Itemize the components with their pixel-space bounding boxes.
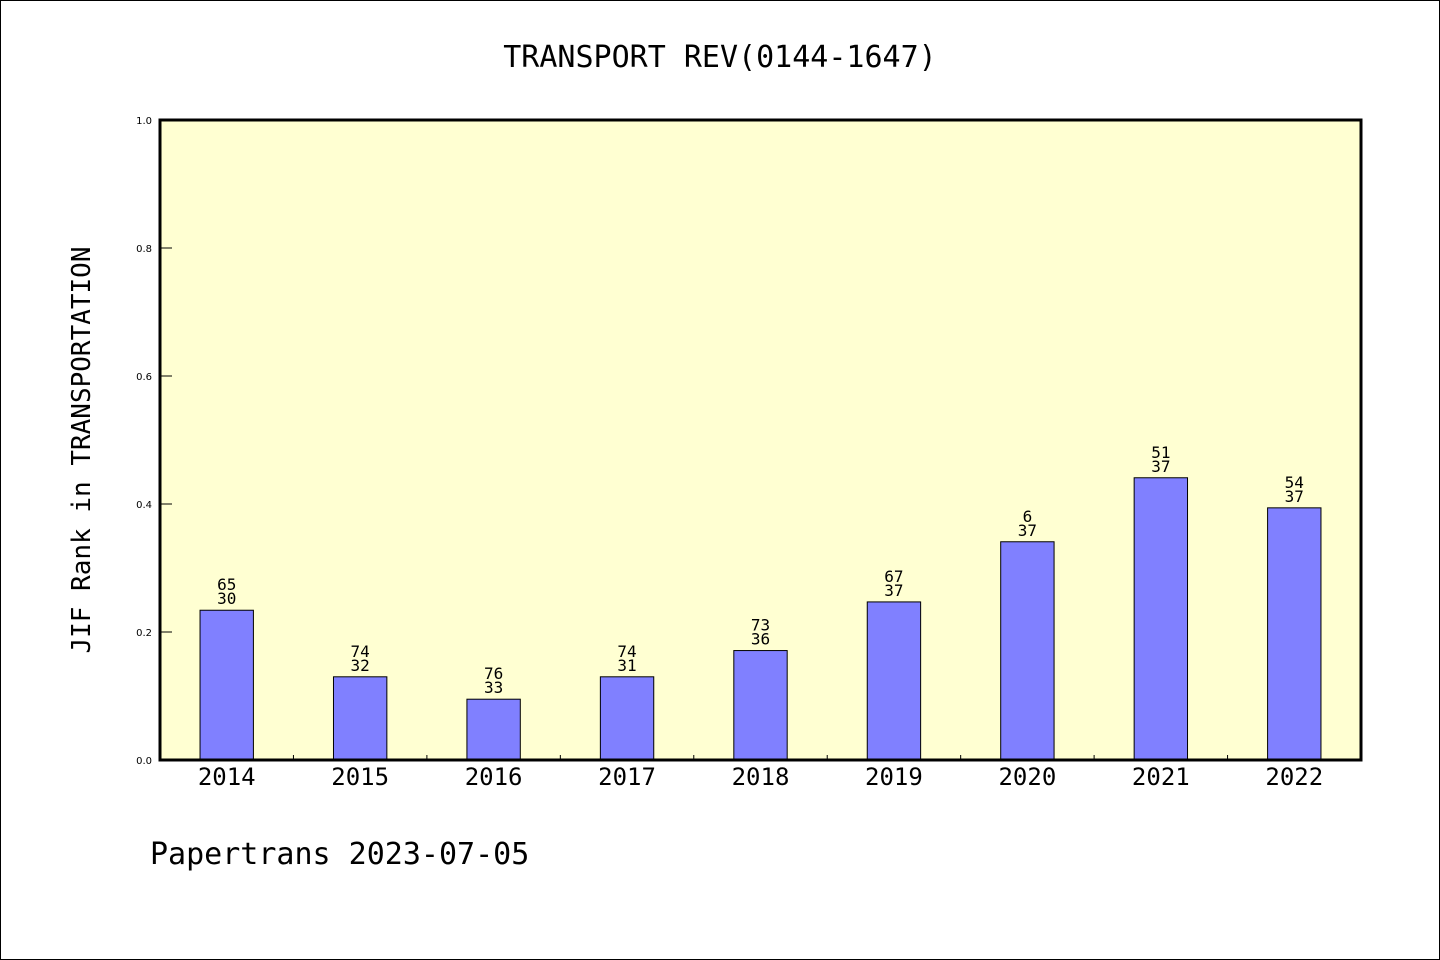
data-label-top-2015: 74 <box>351 642 370 661</box>
y-tick-label-0.2: 0.2 <box>136 628 152 639</box>
data-label-bottom-2019: 37 <box>884 581 903 600</box>
data-label-top-2017: 74 <box>617 642 636 661</box>
chart-title: TRANSPORT REV(0144-1647) <box>503 40 936 75</box>
data-label-top-2019: 67 <box>884 567 903 586</box>
y-tick-label-1.0: 1.0 <box>136 116 152 127</box>
bar-2021 <box>1133 477 1189 761</box>
bar-2015 <box>332 676 388 761</box>
data-label-top-2021: 51 <box>1151 443 1170 462</box>
y-tick-label-0.6: 0.6 <box>136 372 152 383</box>
x-tick-label-2015: 2015 <box>331 763 389 791</box>
data-label-top-2016: 76 <box>484 664 503 683</box>
x-tick-label-2016: 2016 <box>465 763 523 791</box>
x-axis: 2014 2015 2016 2017 2018 2019 2020 2021 2022 <box>198 755 1323 791</box>
plot-border <box>158 118 1363 762</box>
y-tick-label-0.4: 0.4 <box>136 500 152 511</box>
y-tick-label-0.8: 0.8 <box>136 244 152 255</box>
x-tick-label-2020: 2020 <box>998 763 1056 791</box>
bar-2017 <box>599 676 655 761</box>
bar-2022 <box>1267 507 1322 761</box>
data-label-bottom-2014: 30 <box>217 589 236 608</box>
bar-2019 <box>866 601 922 761</box>
data-label-bottom-2016: 33 <box>484 678 503 697</box>
y-axis-label: JIF Rank in TRANSPORTATION <box>67 247 97 654</box>
footer-text: Papertrans 2023-07-05 <box>150 837 529 872</box>
bar-2020 <box>1000 541 1055 761</box>
data-label-top-2018: 73 <box>751 616 770 635</box>
x-tick-label-2019: 2019 <box>865 763 923 791</box>
x-tick-label-2021: 2021 <box>1132 763 1190 791</box>
data-label-bottom-2020: 37 <box>1018 521 1037 540</box>
data-label-bottom-2021: 37 <box>1151 457 1170 476</box>
data-label-bottom-2018: 36 <box>751 630 770 649</box>
y-tick-label-0.0: 0.0 <box>136 756 152 767</box>
data-label-bottom-2015: 32 <box>351 656 370 675</box>
bar-2016 <box>466 698 521 761</box>
data-label-bottom-2022: 37 <box>1285 487 1304 506</box>
x-tick-label-2022: 2022 <box>1265 763 1323 791</box>
x-tick-label-2018: 2018 <box>732 763 790 791</box>
bar-2014 <box>199 609 254 761</box>
data-label-bottom-2017: 31 <box>617 656 636 675</box>
data-label-top-2014: 65 <box>217 575 236 594</box>
y-axis: 0.0 0.2 0.4 0.6 0.8 1.0 <box>136 116 172 767</box>
x-tick-label-2017: 2017 <box>598 763 656 791</box>
bar-2018 <box>733 650 788 761</box>
data-label-top-2022: 54 <box>1285 473 1304 492</box>
x-tick-label-2014: 2014 <box>198 763 256 791</box>
data-label-top-2020: 6 <box>1023 507 1033 526</box>
